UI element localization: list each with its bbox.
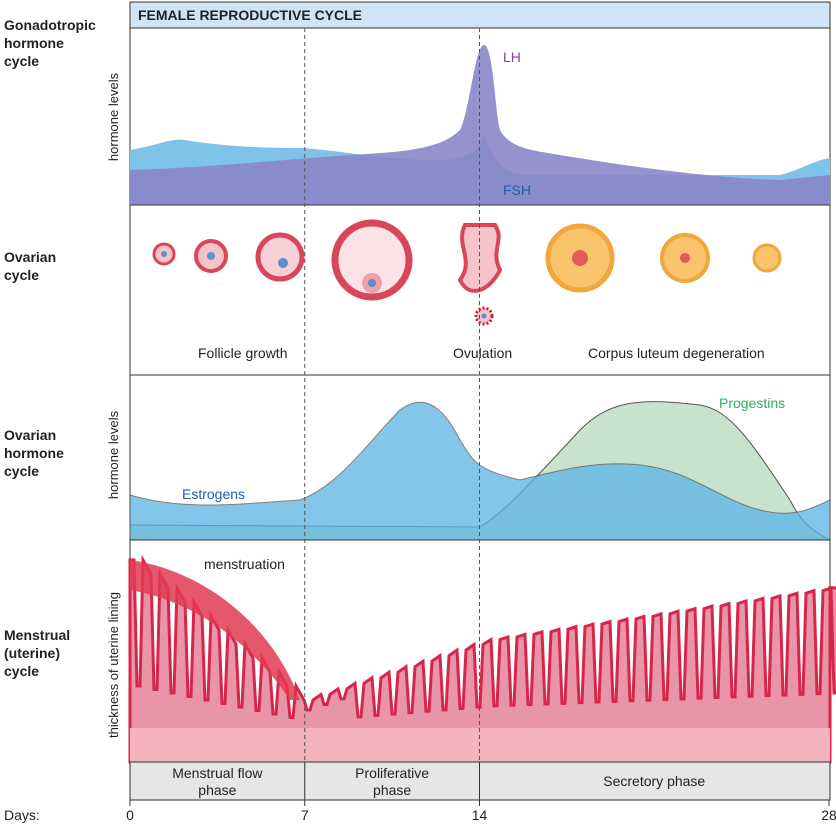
phase-label: phase [373,782,411,798]
section-label: Ovarian [4,249,56,265]
axis-label: hormone levels [106,410,121,499]
day-tick-label: 28 [821,807,836,823]
day-tick-label: 14 [472,807,488,823]
section-label: Menstrual [4,627,70,643]
section-label: (uterine) [4,645,60,661]
axis-label: thickness of uterine lining [106,592,121,738]
section-label: cycle [4,267,39,283]
section-label: hormone [4,445,64,461]
day-tick-label: 7 [301,807,309,823]
ovulation-label: Ovulation [453,345,512,361]
section-label: cycle [4,53,39,69]
day-tick-label: 0 [126,807,134,823]
menstrual-panel: menstruation [128,539,836,764]
section-label: Gonadotropic [4,17,96,33]
section-label: hormone [4,35,64,51]
days-label: Days: [4,807,40,823]
phase-label: Secretory phase [603,773,705,789]
title-bar [129,1,831,29]
phase-label: Menstrual flow [172,765,263,781]
menstruation-label: menstruation [204,556,285,572]
phase-label: phase [198,782,236,798]
lh-label: LH [503,49,521,65]
progestins-label: Progestins [719,395,785,411]
estrogens-label: Estrogens [182,486,245,502]
corpus-luteum-label: Corpus luteum degeneration [588,345,765,361]
section-label: cycle [4,663,39,679]
section-label: cycle [4,463,39,479]
fsh-label: FSH [503,182,531,198]
title: FEMALE REPRODUCTIVE CYCLE [138,7,362,23]
follicle-growth-label: Follicle growth [198,345,287,361]
section-label: Ovarian [4,427,56,443]
axis-label: hormone levels [106,72,121,161]
phase-label: Proliferative [355,765,429,781]
